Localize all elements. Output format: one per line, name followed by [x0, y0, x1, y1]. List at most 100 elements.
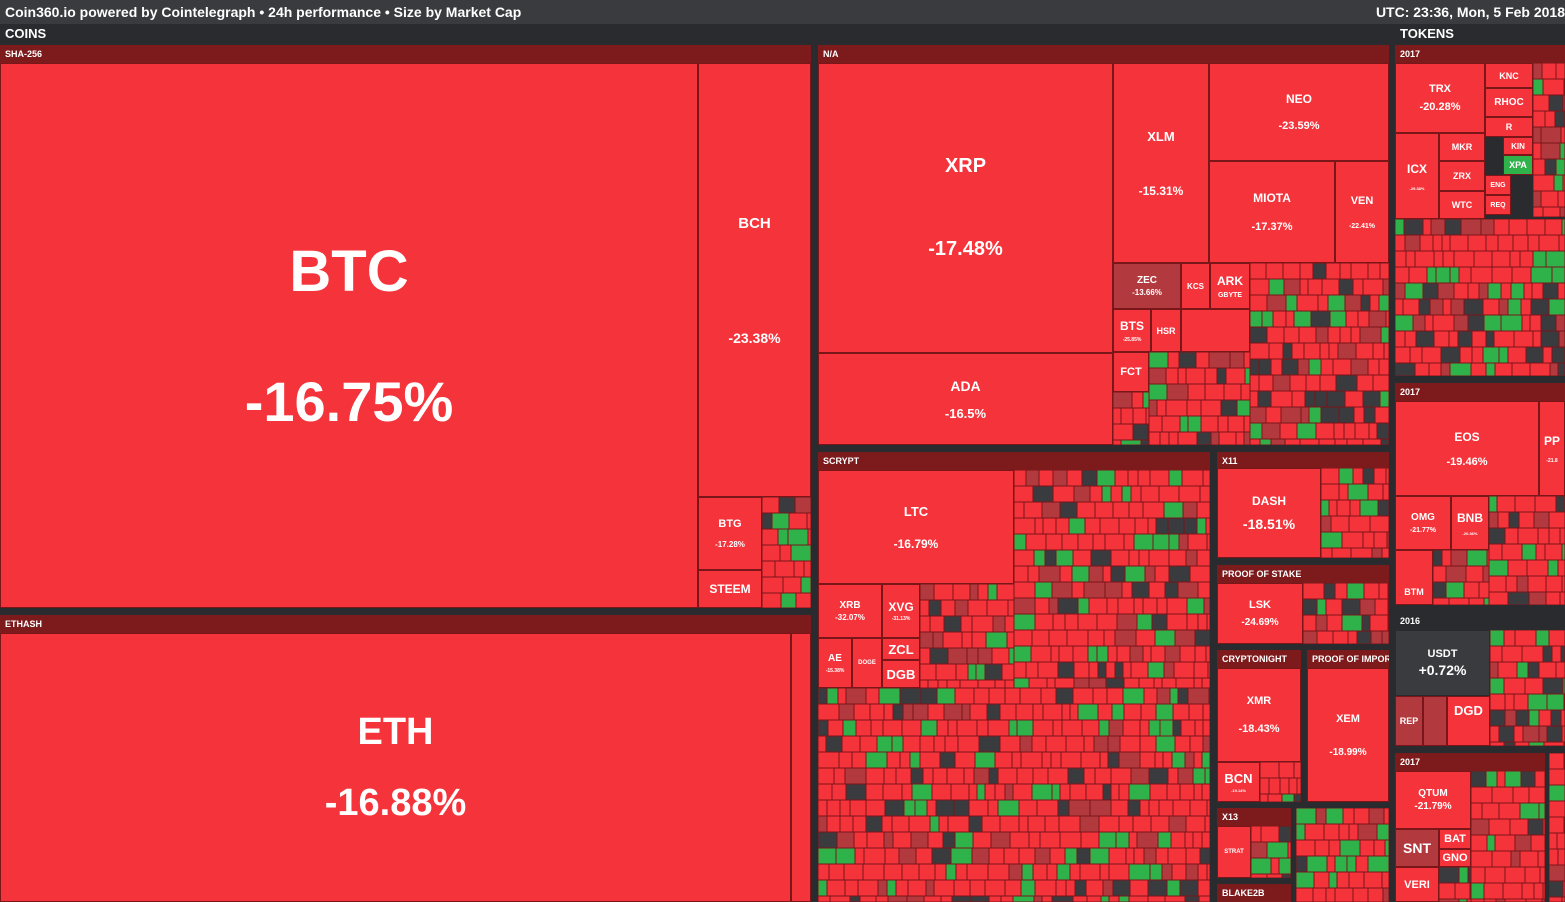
mini-tile[interactable]	[1113, 407, 1122, 425]
mini-tile[interactable]	[940, 895, 953, 902]
mini-tile[interactable]	[1491, 786, 1514, 804]
mini-tile[interactable]	[826, 815, 841, 833]
mini-tile[interactable]	[1068, 517, 1086, 535]
mini-tile[interactable]	[1099, 751, 1109, 769]
mini-tile[interactable]	[920, 679, 929, 688]
mini-tile[interactable]	[1004, 783, 1014, 801]
mini-tile[interactable]	[1377, 499, 1389, 517]
mini-tile[interactable]	[1055, 879, 1067, 897]
mini-tile[interactable]	[950, 847, 973, 865]
mini-tile[interactable]	[1045, 533, 1063, 551]
mini-tile[interactable]	[1073, 661, 1090, 679]
mini-tile[interactable]	[1514, 496, 1536, 513]
mini-tile[interactable]	[1031, 783, 1053, 801]
mini-tile[interactable]	[1051, 895, 1074, 902]
mini-tile[interactable]	[1080, 751, 1101, 769]
mini-tile[interactable]	[1348, 871, 1365, 889]
mini-tile[interactable]	[1113, 392, 1133, 409]
mini-tile[interactable]	[1007, 599, 1014, 617]
mini-tile[interactable]	[1139, 751, 1156, 769]
mini-tile[interactable]	[1454, 882, 1471, 900]
mini-tile[interactable]	[1014, 645, 1032, 663]
mini-tile[interactable]	[1542, 818, 1545, 836]
mini-tile[interactable]	[1094, 501, 1114, 519]
mini-tile[interactable]	[1408, 266, 1428, 284]
mini-tile[interactable]	[1105, 677, 1125, 688]
mini-tile[interactable]	[987, 863, 1010, 881]
mini-tile[interactable]	[1548, 527, 1561, 545]
mini-tile[interactable]	[908, 815, 931, 833]
mini-tile[interactable]	[1088, 597, 1108, 615]
mini-tile[interactable]	[1183, 517, 1198, 535]
mini-tile[interactable]	[1404, 330, 1417, 348]
mini-tile[interactable]	[1175, 677, 1195, 688]
mini-tile[interactable]	[1142, 392, 1149, 409]
mini-tile[interactable]	[1504, 866, 1526, 884]
mini-tile[interactable]	[1359, 326, 1382, 344]
mini-tile[interactable]	[1321, 499, 1330, 517]
mini-tile[interactable]	[1521, 543, 1537, 561]
mini-tile[interactable]	[999, 815, 1020, 833]
mini-tile[interactable]	[1168, 815, 1187, 833]
mini-tile[interactable]	[1128, 863, 1151, 881]
mini-tile[interactable]	[1508, 219, 1528, 236]
group-x11[interactable]: X11	[1217, 452, 1389, 468]
mini-tile[interactable]	[762, 576, 784, 594]
mini-tile[interactable]	[1339, 263, 1352, 280]
mini-tile[interactable]	[1303, 342, 1321, 360]
mini-tile[interactable]	[1179, 645, 1196, 663]
mini-tile[interactable]	[1008, 863, 1023, 881]
mini-tile[interactable]	[1509, 250, 1521, 268]
group-scrypt[interactable]: SCRYPT	[818, 452, 1210, 470]
mini-tile[interactable]	[1034, 847, 1051, 865]
mini-tile[interactable]	[1124, 565, 1146, 583]
mini-tile[interactable]	[1030, 645, 1052, 663]
mini-tile[interactable]	[1326, 855, 1336, 873]
mini-tile[interactable]	[1122, 661, 1132, 679]
mini-tile[interactable]	[1383, 808, 1389, 825]
mini-tile[interactable]	[1305, 374, 1321, 392]
mini-tile[interactable]	[1127, 799, 1141, 817]
mini-tile[interactable]	[1548, 630, 1565, 647]
mini-tile[interactable]	[1333, 422, 1345, 440]
mini-tile[interactable]	[1419, 234, 1434, 252]
mini-tile[interactable]	[1471, 866, 1486, 884]
mini-tile[interactable]	[969, 703, 988, 721]
mini-tile[interactable]	[1445, 565, 1467, 583]
mini-tile[interactable]	[1384, 839, 1389, 857]
mini-tile[interactable]	[1356, 630, 1372, 644]
mini-tile[interactable]	[920, 647, 931, 665]
mini-tile[interactable]	[932, 767, 948, 785]
mini-tile[interactable]	[828, 863, 845, 881]
mini-tile[interactable]	[1260, 762, 1280, 779]
mini-tile[interactable]	[1085, 879, 1104, 897]
mini-tile[interactable]	[1537, 527, 1550, 545]
mini-tile[interactable]	[1542, 677, 1564, 695]
mini-tile[interactable]	[1188, 703, 1204, 721]
mini-tile[interactable]	[876, 735, 893, 753]
mini-tile[interactable]	[1521, 645, 1544, 663]
mini-tile[interactable]	[1471, 802, 1483, 820]
mini-tile[interactable]	[1471, 818, 1490, 836]
mini-tile[interactable]	[1184, 751, 1195, 769]
mini-tile[interactable]	[1163, 661, 1175, 679]
mini-tile[interactable]	[788, 512, 808, 530]
group-sha256[interactable]: SHA-256	[0, 45, 811, 63]
mini-tile[interactable]	[1065, 879, 1076, 897]
mini-tile[interactable]	[920, 688, 938, 705]
mini-tile[interactable]	[954, 599, 969, 617]
mini-tile[interactable]	[1205, 517, 1210, 535]
mini-tile[interactable]	[1203, 597, 1210, 615]
mini-tile[interactable]	[1533, 110, 1546, 128]
mini-tile[interactable]	[1296, 294, 1319, 312]
mini-tile[interactable]	[837, 688, 847, 705]
mini-tile[interactable]	[1527, 693, 1548, 711]
mini-tile[interactable]	[988, 688, 1006, 705]
mini-tile[interactable]	[1154, 565, 1170, 583]
mini-tile[interactable]	[1206, 799, 1210, 817]
mini-tile[interactable]	[929, 647, 949, 665]
mini-tile[interactable]	[1367, 483, 1384, 501]
mini-tile[interactable]	[1318, 438, 1336, 445]
mini-tile[interactable]	[1346, 855, 1357, 873]
mini-tile[interactable]	[1467, 282, 1480, 300]
